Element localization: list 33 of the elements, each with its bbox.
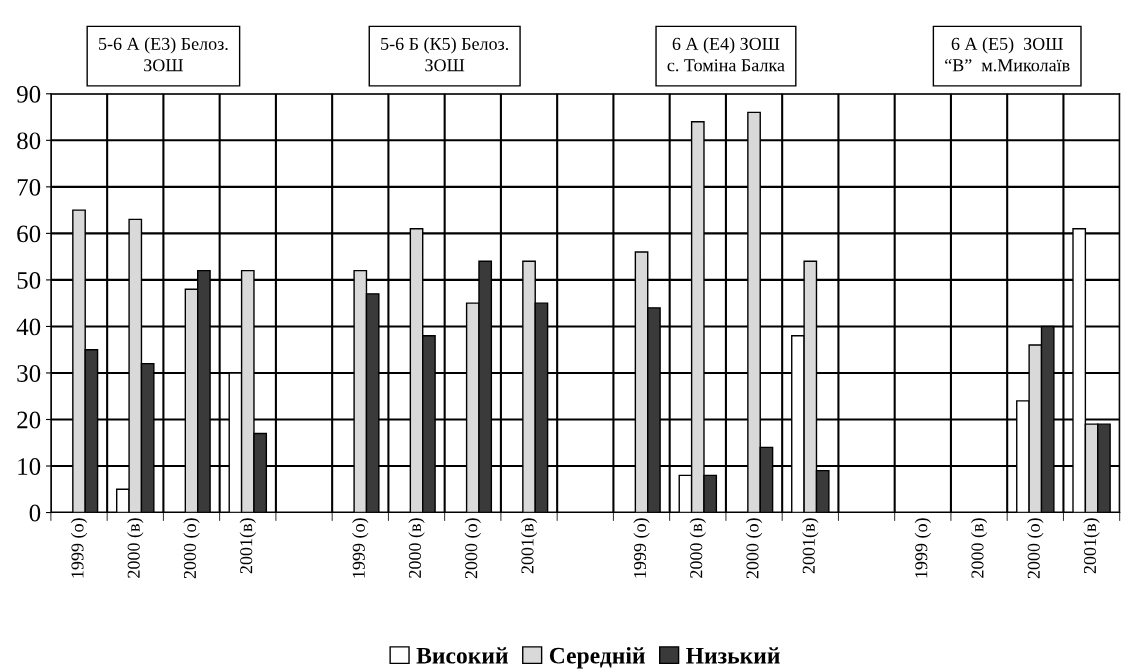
text: 6 А (Е5) ЗОШ “В” м.Миколаїв [945, 37, 1070, 72]
x-tick-label: 1999 (о) [70, 518, 88, 578]
legend-label: Середній [549, 647, 645, 669]
x-tick-label: 1999 (о) [352, 518, 369, 578]
x-tick-label: 2000 (о) [464, 518, 481, 579]
y-tick-label: 60 [17, 225, 41, 243]
y-tick-label: 0 [29, 504, 41, 522]
y-tick-label: 80 [17, 132, 41, 150]
x-tick-label: 2001(в) [1083, 518, 1100, 574]
x-tick-label: 2000 (в) [127, 518, 144, 578]
x-tick-label: 2000 (в) [689, 518, 706, 578]
legend-label: Низький [686, 647, 780, 664]
x-tick-label: 2001(в) [239, 518, 256, 574]
y-tick-label: 70 [17, 178, 41, 196]
x-tick-label: 1999 (о) [914, 518, 931, 578]
x-tick-label: 2000 (в) [408, 518, 425, 578]
y-tick-label: 30 [17, 365, 41, 382]
x-tick-label: 1999 (о) [633, 518, 650, 578]
y-tick-label: 40 [16, 318, 41, 336]
legend-label: Високий [416, 647, 508, 664]
x-tick-label: 2001(в) [520, 518, 538, 574]
y-tick-label: 50 [17, 271, 41, 289]
x-tick-label: 2000 (о) [1027, 518, 1044, 579]
x-tick-label: 2000 (о) [745, 518, 763, 579]
text: 5-6 А (Е3) Белоз. ЗОШ [99, 37, 228, 72]
y-tick-label: 90 [16, 85, 41, 103]
text: 5-6 Б (К5) Белоз. ЗОШ [381, 37, 509, 72]
x-tick-label: 2000 (в) [970, 518, 988, 578]
y-tick-label: 10 [18, 458, 41, 475]
x-tick-label: 2000 (о) [183, 518, 200, 579]
y-tick-label: 20 [17, 411, 41, 429]
text: 6 А (Е4) ЗОШ с. Томіна Балка [667, 37, 785, 72]
x-tick-label: 2001(в) [802, 518, 819, 574]
